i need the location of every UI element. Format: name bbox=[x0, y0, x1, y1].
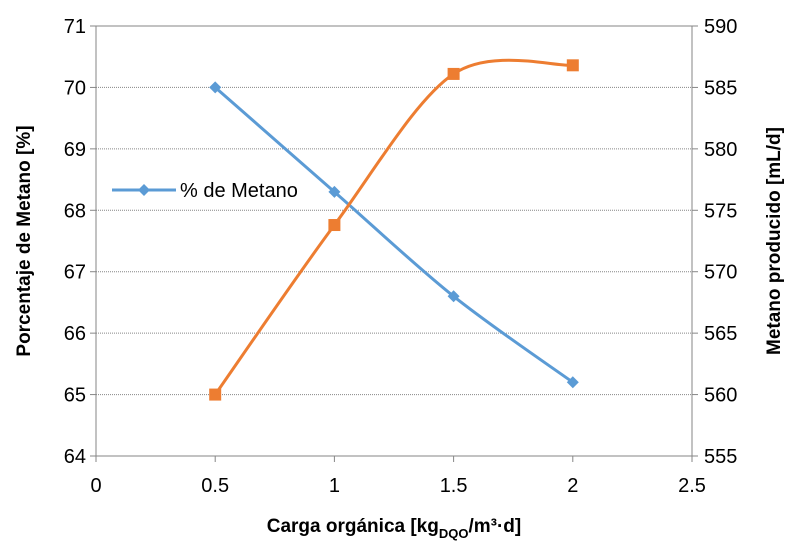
data-point-square bbox=[209, 388, 222, 401]
x-tick-label: 0 bbox=[90, 475, 101, 497]
y-tick-label-right: 585 bbox=[704, 77, 737, 99]
series bbox=[209, 58, 579, 401]
grid-lines bbox=[96, 86, 692, 396]
x-tick-label: 1.5 bbox=[440, 475, 468, 497]
data-point-diamond bbox=[447, 290, 460, 303]
y-axis-title-left: Porcentaje de Metano [%] bbox=[14, 125, 35, 356]
y-tick-label-left: 66 bbox=[64, 323, 86, 345]
series-line-0 bbox=[214, 86, 574, 384]
x-tick-label: 1 bbox=[329, 475, 340, 497]
y-axis-title-right: Metano producido [mL/d] bbox=[764, 127, 785, 355]
y-tick-label-left: 70 bbox=[64, 77, 86, 99]
y-tick-label-right: 555 bbox=[704, 446, 737, 468]
data-point-square bbox=[447, 67, 460, 80]
y-tick-label-left: 65 bbox=[64, 385, 86, 407]
y-tick-label-left: 69 bbox=[64, 139, 86, 161]
y-tick-label-right: 560 bbox=[704, 385, 737, 407]
data-point-diamond bbox=[328, 185, 341, 198]
y-tick-label-right: 575 bbox=[704, 200, 737, 222]
y-tick-label-right: 590 bbox=[704, 16, 737, 38]
data-point-diamond bbox=[209, 81, 222, 94]
legend-label: % de Metano bbox=[180, 180, 298, 202]
y-tick-label-right: 580 bbox=[704, 139, 737, 161]
axis-ticks: 64 65 66 67 68 69 70 71 555 560 565 570 575 580 585 590… bbox=[64, 16, 738, 497]
data-point-diamond bbox=[566, 376, 579, 389]
x-tick-label: 0.5 bbox=[201, 475, 229, 497]
series-line-1 bbox=[213, 58, 573, 396]
y-tick-label-left: 67 bbox=[64, 262, 86, 284]
legend: % de Metano bbox=[112, 180, 298, 202]
legend-marker bbox=[138, 184, 150, 196]
y-tick-label-left: 71 bbox=[64, 16, 86, 38]
y-tick-label-right: 570 bbox=[704, 262, 737, 284]
x-tick-label: 2.5 bbox=[678, 475, 706, 497]
y-tick-label-right: 565 bbox=[704, 323, 737, 345]
plot-area bbox=[95, 25, 693, 457]
x-axis-title: Carga orgánica [kgDQO/m³·d] bbox=[267, 516, 522, 541]
data-point-square bbox=[566, 59, 579, 72]
y-tick-label-left: 68 bbox=[64, 200, 86, 222]
data-point-square bbox=[328, 219, 341, 232]
x-tick-label: 2 bbox=[567, 475, 578, 497]
y-tick-label-left: 64 bbox=[64, 446, 86, 468]
